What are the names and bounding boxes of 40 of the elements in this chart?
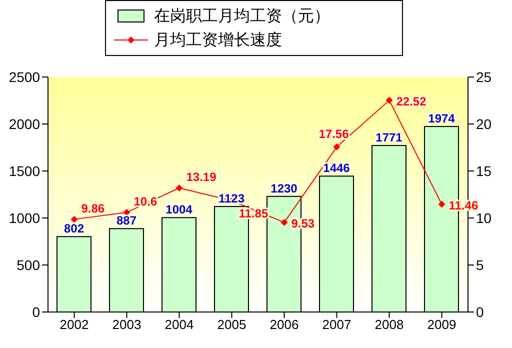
x-tick-label: 2005 <box>217 317 246 332</box>
data-label: 22.52 <box>396 94 427 108</box>
point <box>176 184 183 192</box>
y-tick-label: 2000 <box>8 116 40 132</box>
y2-tick-label: 5 <box>476 256 484 273</box>
y-tick-label: 500 <box>16 256 40 273</box>
y-tick-label: 1000 <box>8 210 40 226</box>
data-label: 887 <box>116 214 137 228</box>
x-tick-label: 2002 <box>60 317 89 332</box>
data-label: 1446 <box>323 161 350 176</box>
y-tick-label: 0 <box>32 304 40 320</box>
point <box>438 200 446 208</box>
point <box>280 218 288 226</box>
data-label: 1004 <box>166 202 193 217</box>
legend-label: 在岗职工月均工资（元） <box>154 6 330 26</box>
x-tick-label: 2009 <box>427 317 456 332</box>
point <box>333 143 340 150</box>
y2-tick-label: 15 <box>476 162 492 179</box>
y2-tick-label: 25 <box>476 68 492 85</box>
data-label: 9.86 <box>81 201 105 216</box>
data-label: 13.19 <box>186 170 217 184</box>
x-tick-label: 2004 <box>164 317 194 332</box>
y-tick-label: 1500 <box>8 162 40 179</box>
y2-tick-label: 0 <box>476 304 484 320</box>
point <box>386 96 393 104</box>
x-tick-label: 2008 <box>374 317 404 332</box>
x-tick-label: 2003 <box>112 317 142 332</box>
data-label: 1230 <box>270 181 298 196</box>
y2-tick-label: 10 <box>476 210 492 226</box>
data-label: 802 <box>64 222 84 236</box>
legend-label: 月均工资增长速度 <box>154 30 282 50</box>
data-label: 17.56 <box>318 126 350 141</box>
point <box>70 216 78 223</box>
y-tick-label: 2500 <box>8 68 40 85</box>
point <box>123 208 130 216</box>
data-label: 1974 <box>428 111 456 126</box>
x-tick-label: 2007 <box>322 317 352 332</box>
x-tick-label: 2006 <box>270 317 299 332</box>
data-label: 1771 <box>376 130 403 145</box>
y2-tick-label: 20 <box>476 116 492 132</box>
